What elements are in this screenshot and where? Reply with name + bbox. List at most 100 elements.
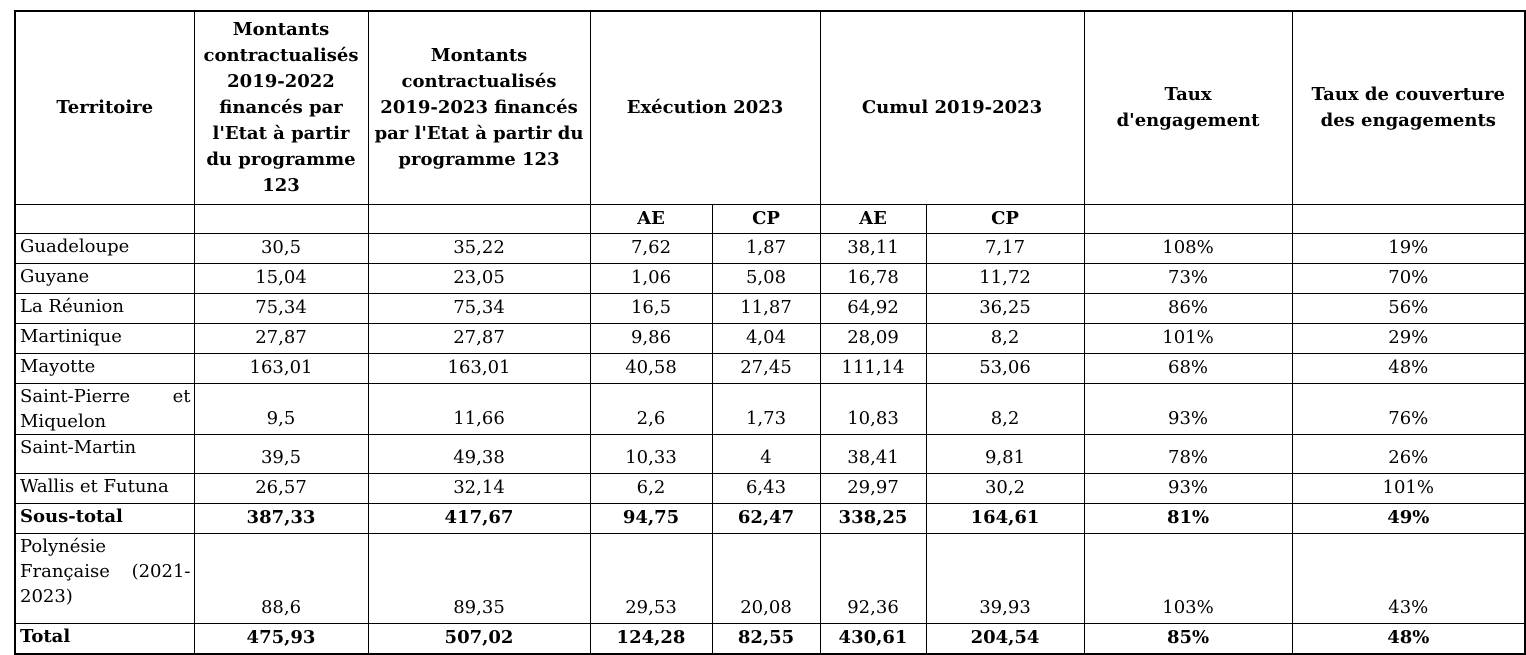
value-cell: 19%	[1291, 232, 1526, 264]
value-cell: 26,57	[193, 472, 369, 504]
value-cell: 29%	[1291, 322, 1526, 354]
value-cell: 1,87	[711, 232, 821, 264]
value-cell: 43%	[1291, 532, 1526, 624]
value-cell: 49%	[1291, 502, 1526, 534]
value-cell: 64,92	[819, 292, 927, 324]
value-cell: 73%	[1083, 262, 1293, 294]
value-cell: 8,2	[925, 322, 1085, 354]
value-cell: 103%	[1083, 532, 1293, 624]
value-cell: 6,2	[589, 472, 713, 504]
value-cell: 85%	[1083, 622, 1293, 654]
value-cell: 89,35	[367, 532, 591, 624]
value-cell: 28,09	[819, 322, 927, 354]
territory-cell: Mayotte	[14, 352, 195, 384]
territory-cell: Saint-Martin	[14, 433, 195, 474]
value-cell: 124,28	[589, 622, 713, 654]
table-subheader-row: AE CP AE CP	[14, 203, 1526, 234]
value-cell: 4	[711, 433, 821, 474]
value-cell: 76%	[1291, 382, 1526, 435]
value-cell: 35,22	[367, 232, 591, 264]
table-row: Polynésie Française (2021-2023) 88,6 89,35…	[14, 532, 1526, 624]
value-cell: 10,33	[589, 433, 713, 474]
value-cell: 108%	[1083, 232, 1293, 264]
subheader-execution-ae: AE	[589, 203, 713, 234]
value-cell: 11,72	[925, 262, 1085, 294]
value-cell: 94,75	[589, 502, 713, 534]
table-row: Wallis et Futuna 26,57 32,14 6,2 6,43 29,97 30…	[14, 472, 1526, 504]
subheader-execution-cp: CP	[711, 203, 821, 234]
value-cell: 101%	[1291, 472, 1526, 504]
value-cell: 93%	[1083, 472, 1293, 504]
value-cell: 11,66	[367, 382, 591, 435]
value-cell: 88,6	[193, 532, 369, 624]
value-cell: 16,5	[589, 292, 713, 324]
value-cell: 53,06	[925, 352, 1085, 384]
value-cell: 36,25	[925, 292, 1085, 324]
value-cell: 29,53	[589, 532, 713, 624]
value-cell: 81%	[1083, 502, 1293, 534]
value-cell: 11,87	[711, 292, 821, 324]
value-cell: 1,06	[589, 262, 713, 294]
value-cell: 23,05	[367, 262, 591, 294]
value-cell: 39,93	[925, 532, 1085, 624]
value-cell: 9,81	[925, 433, 1085, 474]
value-cell: 338,25	[819, 502, 927, 534]
value-cell: 163,01	[367, 352, 591, 384]
value-cell: 4,04	[711, 322, 821, 354]
table-row: Mayotte 163,01 163,01 40,58 27,45 111,14 53,06…	[14, 352, 1526, 384]
value-cell: 430,61	[819, 622, 927, 654]
value-cell: 38,41	[819, 433, 927, 474]
value-cell: 16,78	[819, 262, 927, 294]
value-cell: 48%	[1291, 352, 1526, 384]
value-cell: 49,38	[367, 433, 591, 474]
territory-cell: Sous-total	[14, 502, 195, 534]
value-cell: 30,2	[925, 472, 1085, 504]
header-cumul-2019-2023: Cumul 2019-2023	[819, 10, 1085, 205]
value-cell: 7,17	[925, 232, 1085, 264]
value-cell: 9,5	[193, 382, 369, 435]
value-cell: 507,02	[367, 622, 591, 654]
value-cell: 39,5	[193, 433, 369, 474]
value-cell: 82,55	[711, 622, 821, 654]
value-cell: 62,47	[711, 502, 821, 534]
header-execution-2023: Exécution 2023	[589, 10, 821, 205]
value-cell: 56%	[1291, 292, 1526, 324]
table-row: Saint-Martin 39,5 49,38 10,33 4 38,41 9,81 78% 2…	[14, 433, 1526, 474]
value-cell: 204,54	[925, 622, 1085, 654]
value-cell: 475,93	[193, 622, 369, 654]
value-cell: 75,34	[367, 292, 591, 324]
value-cell: 29,97	[819, 472, 927, 504]
subheader-cumul-cp: CP	[925, 203, 1085, 234]
table-body: Guadeloupe 30,5 35,22 7,62 1,87 38,11 7,17 108%…	[14, 232, 1526, 654]
value-cell: 70%	[1291, 262, 1526, 294]
value-cell: 101%	[1083, 322, 1293, 354]
financial-table: Territoire Montants contractualisés 2019…	[14, 10, 1526, 655]
header-territoire: Territoire	[14, 10, 195, 205]
territory-cell: Martinique	[14, 322, 195, 354]
table-header-row: Territoire Montants contractualisés 2019…	[14, 10, 1526, 205]
table-row: Saint-Pierre et Miquelon 9,5 11,66 2,6 1,73 1…	[14, 382, 1526, 435]
value-cell: 10,83	[819, 382, 927, 435]
value-cell: 68%	[1083, 352, 1293, 384]
territory-cell: Saint-Pierre et Miquelon	[14, 382, 195, 435]
value-cell: 111,14	[819, 352, 927, 384]
value-cell: 48%	[1291, 622, 1526, 654]
subheader-empty-taux-couverture	[1291, 203, 1526, 234]
value-cell: 27,45	[711, 352, 821, 384]
value-cell: 9,86	[589, 322, 713, 354]
value-cell: 20,08	[711, 532, 821, 624]
value-cell: 93%	[1083, 382, 1293, 435]
table-row: Guadeloupe 30,5 35,22 7,62 1,87 38,11 7,17 108%…	[14, 232, 1526, 264]
header-taux-engagement: Taux d'engagement	[1083, 10, 1293, 205]
table-row: Martinique 27,87 27,87 9,86 4,04 28,09 8,2 101%…	[14, 322, 1526, 354]
subheader-empty-taux-engagement	[1083, 203, 1293, 234]
value-cell: 86%	[1083, 292, 1293, 324]
value-cell: 27,87	[193, 322, 369, 354]
value-cell: 40,58	[589, 352, 713, 384]
value-cell: 2,6	[589, 382, 713, 435]
table-row: Total 475,93 507,02 124,28 82,55 430,61 204,54…	[14, 622, 1526, 654]
value-cell: 164,61	[925, 502, 1085, 534]
subheader-empty-montants-2023	[367, 203, 591, 234]
value-cell: 38,11	[819, 232, 927, 264]
value-cell: 417,67	[367, 502, 591, 534]
